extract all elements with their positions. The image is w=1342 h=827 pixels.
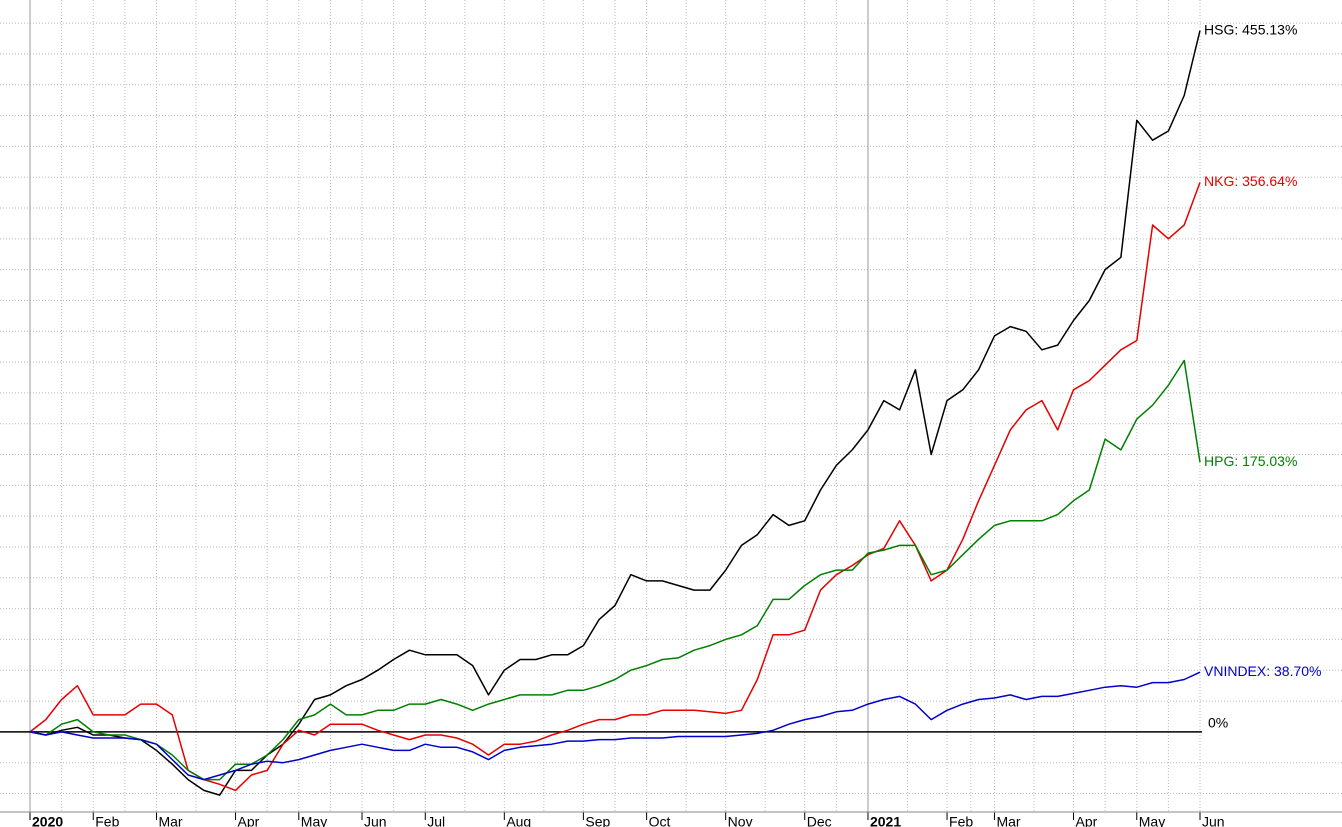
- series-line: [29, 182, 1201, 792]
- x-tick-label: May: [301, 814, 327, 827]
- x-tick-label: Jul: [427, 814, 445, 827]
- end-label: VNINDEX: 38.70%: [1204, 663, 1322, 679]
- x-tick-label: Apr: [238, 814, 260, 827]
- x-tick-label: Apr: [1076, 814, 1098, 827]
- end-label: HSG: 455.13%: [1204, 21, 1297, 37]
- x-tick-label: Nov: [728, 814, 753, 827]
- series-line: [29, 671, 1201, 781]
- end-label: NKG: 356.64%: [1204, 173, 1297, 189]
- x-tick-label: Jun: [1202, 814, 1225, 827]
- x-tick-label: Dec: [807, 814, 832, 827]
- x-tick-label: Sep: [585, 814, 610, 827]
- end-label: HPG: 175.03%: [1204, 453, 1297, 469]
- x-tick-label: Aug: [506, 814, 531, 827]
- x-tick-label: Feb: [949, 814, 973, 827]
- series-line: [29, 359, 1201, 781]
- x-tick-label: Feb: [95, 814, 119, 827]
- x-tick-label: Jun: [364, 814, 387, 827]
- x-tick-label: 2020: [32, 814, 63, 827]
- x-tick-label: 2021: [870, 814, 901, 827]
- x-tick-label: Oct: [649, 814, 671, 827]
- x-tick-label: Mar: [158, 814, 182, 827]
- y-tick-label: 0%: [1208, 715, 1228, 731]
- x-tick-label: Mar: [996, 814, 1020, 827]
- x-tick-label: May: [1139, 814, 1165, 827]
